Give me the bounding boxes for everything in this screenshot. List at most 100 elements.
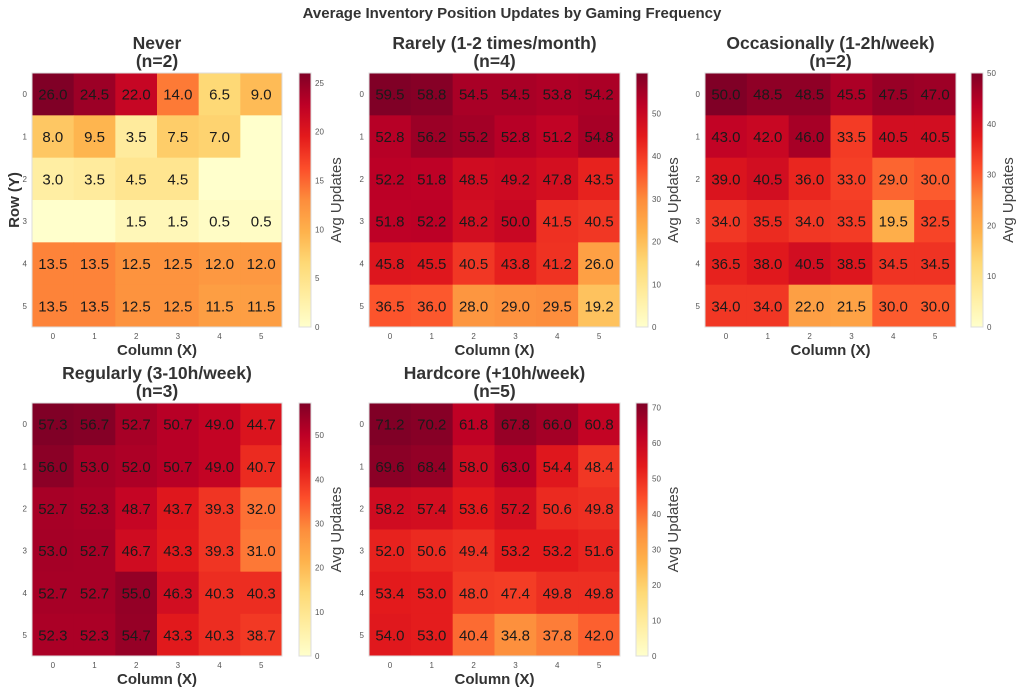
heatmap-cell: [536, 445, 579, 488]
heatmap-cell: [198, 115, 241, 159]
cell-label: 33.0: [837, 171, 866, 188]
cell-label: 3.0: [42, 171, 63, 188]
heatmap-cell: [578, 73, 621, 116]
cell-label: 29.5: [543, 298, 572, 315]
cell-label: 31.0: [247, 543, 276, 560]
y-tick-label: 0: [360, 90, 365, 99]
colorbar-tick-label: 30: [652, 545, 661, 554]
heatmap-cell: [578, 115, 621, 159]
y-tick-label: 1: [360, 462, 365, 471]
x-axis-label: Column (X): [455, 342, 535, 359]
heatmap-cell: [410, 242, 454, 286]
heatmap-cell: [536, 487, 579, 530]
heatmap-cell: [410, 73, 454, 116]
heatmap-cell: [578, 529, 621, 573]
heatmap-cell: [198, 73, 241, 116]
heatmap-cell: [369, 73, 412, 116]
cell-label: 48.5: [795, 87, 824, 104]
cell-label: 53.2: [543, 543, 572, 560]
heatmap-panel-0: Never(n=2)26.0 24.5 22.0 14.0 6.5 9.08.0 9.5 3.…: [6, 33, 345, 359]
cell-label: 12.5: [122, 298, 151, 315]
heatmap-cell: [369, 529, 412, 573]
cell-label: 53.0: [38, 543, 67, 560]
cell-label: 30.0: [920, 171, 949, 188]
cell-label: 52.7: [38, 585, 67, 602]
x-tick-label: 2: [134, 661, 139, 670]
heatmap-cell: [536, 157, 579, 201]
heatmap-cell: [830, 73, 873, 116]
colorbar-tick-label: 20: [652, 581, 661, 590]
colorbar: [298, 72, 312, 328]
heatmap-cell: [494, 403, 537, 446]
cell-label: 66.0: [543, 417, 572, 434]
heatmap-cell: [73, 157, 116, 201]
colorbar-label: Avg Updates: [665, 157, 682, 243]
cell-label: 22.0: [122, 87, 151, 104]
heatmap-cell: [705, 242, 748, 286]
cell-label: 19.5: [879, 214, 908, 231]
cell-label: 13.5: [38, 298, 67, 315]
cell-label: 57.4: [417, 501, 446, 518]
heatmap-cell: [872, 242, 915, 286]
heatmap-cell: [494, 284, 537, 328]
y-tick-label: 1: [360, 133, 365, 142]
heatmap-frame: [368, 402, 621, 657]
heatmap-cell: [73, 242, 116, 286]
cell-label: 34.8: [501, 627, 530, 644]
x-tick-label: 2: [134, 332, 139, 341]
cell-label: 53.6: [459, 501, 488, 518]
heatmap-cell: [157, 529, 200, 573]
cell-label: 52.0: [375, 543, 404, 560]
colorbar-tick-label: 20: [315, 128, 324, 137]
heatmap-cell: [157, 487, 200, 530]
heatmap-cell: [32, 613, 75, 657]
heatmap-panel-3: Regularly (3-10h/week)(n=3) 57.3 56.7 52.7 5…: [23, 363, 345, 688]
x-tick-label: 5: [933, 332, 938, 341]
heatmap-frame: [31, 402, 283, 657]
cell-label: 24.5: [80, 87, 109, 104]
cell-label: 13.5: [80, 298, 109, 315]
y-tick-label: 5: [360, 302, 365, 311]
cell-label: 36.0: [795, 171, 824, 188]
heatmap-cell: [452, 200, 495, 243]
cell-label: 39.3: [205, 543, 234, 560]
colorbar-tick-label: 15: [315, 176, 324, 185]
cell-label: 54.5: [459, 87, 488, 104]
heatmap-cell: [452, 403, 495, 446]
y-tick-label: 0: [696, 90, 701, 99]
heatmap-cell: [410, 115, 454, 159]
heatmap-cell: [369, 403, 412, 446]
y-tick-label: 4: [696, 260, 701, 269]
heatmap-cell: [240, 284, 283, 328]
heatmap-cell: [240, 529, 283, 573]
cell-label: 43.3: [163, 627, 192, 644]
heatmap-frame: [368, 72, 621, 328]
cell-label: 51.2: [543, 129, 572, 146]
cell-label: 9.0: [251, 87, 272, 104]
cell-label: 56.7: [80, 417, 109, 434]
y-tick-label: 4: [23, 260, 28, 269]
heatmap-cell: [240, 613, 283, 657]
heatmap-cell: [452, 157, 495, 201]
cell-label: 13.5: [38, 256, 67, 273]
y-tick-label: 5: [23, 631, 28, 640]
heatmap-cell: [578, 242, 621, 286]
cell-label: 40.3: [247, 585, 276, 602]
heatmap-cell: [536, 403, 579, 446]
y-tick-label: 2: [360, 504, 365, 513]
heatmap-cell: [32, 200, 75, 243]
x-tick-label: 0: [51, 332, 56, 341]
heatmap-cell: [410, 487, 454, 530]
cell-label: 50.0: [501, 214, 530, 231]
heatmap-cell: [157, 242, 200, 286]
cell-label: 32.5: [920, 214, 949, 231]
cell-label: 63.0: [501, 459, 530, 476]
heatmap-cell: [115, 613, 158, 657]
colorbar-tick-label: 40: [315, 475, 324, 484]
cell-label: 11.5: [205, 298, 233, 315]
heatmap-cell: [746, 73, 790, 116]
x-tick-label: 0: [388, 661, 393, 670]
x-tick-label: 3: [176, 661, 181, 670]
x-tick-label: 0: [724, 332, 729, 341]
